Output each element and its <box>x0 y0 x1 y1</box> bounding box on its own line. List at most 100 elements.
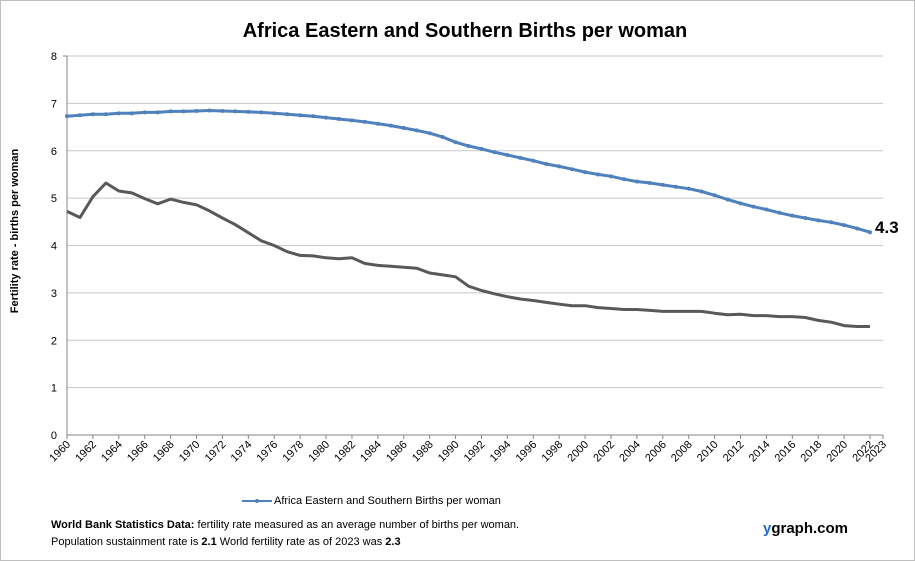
series-point <box>570 167 575 172</box>
world-rate: 2.3 <box>385 536 401 548</box>
series-point <box>816 218 821 223</box>
series-point <box>686 186 691 191</box>
series-point <box>660 182 665 187</box>
series-point <box>829 220 834 225</box>
legend: Africa Eastern and Southern Births per w… <box>242 495 501 507</box>
series-point <box>65 114 69 119</box>
x-tick-label: 1980 <box>306 439 332 465</box>
series-point <box>466 144 471 149</box>
series-point <box>531 158 536 163</box>
footer-note: World Bank Statistics Data: fertility ra… <box>51 517 519 551</box>
x-tick-label: 1996 <box>514 439 540 465</box>
series-point <box>414 128 419 133</box>
y-tick-label: 3 <box>51 288 57 300</box>
sustainment-rate: 2.1 <box>201 536 217 548</box>
series-point <box>181 109 186 114</box>
x-tick-labels: 1960 1962 1964 1966 1968 1970 1972 1974 1976 1978… <box>47 439 889 465</box>
x-tick-label: 2008 <box>669 439 695 465</box>
series-point <box>842 223 847 228</box>
series-point <box>311 114 316 119</box>
x-tick-label: 1992 <box>462 439 488 465</box>
series-point <box>207 108 212 113</box>
series-point <box>427 131 432 136</box>
series-point <box>142 110 147 115</box>
series-point <box>77 113 82 118</box>
series-line-2 <box>66 181 870 328</box>
series-point <box>285 112 290 117</box>
sustainment-prefix: Population sustainment rate is <box>51 536 202 548</box>
brand-y: y <box>763 520 772 537</box>
series-point <box>375 121 380 126</box>
series-point <box>246 109 251 114</box>
gridlines <box>67 55 883 389</box>
chart-title: Africa Eastern and Southern Births per w… <box>242 20 688 42</box>
series-point <box>259 110 264 115</box>
series-point <box>725 197 730 202</box>
x-tick-label: 2016 <box>773 439 799 465</box>
series-point <box>764 207 769 212</box>
series-point <box>634 179 639 184</box>
footer-line-2: Population sustainment rate is 2.1 World… <box>51 534 519 551</box>
legend-label: Africa Eastern and Southern Births per w… <box>274 495 501 507</box>
series-point <box>155 110 160 115</box>
x-tick-label: 1962 <box>73 439 99 465</box>
series-point <box>505 153 510 158</box>
x-tick-label: 1960 <box>47 439 73 465</box>
x-tick-label: 1978 <box>280 439 306 465</box>
series-point <box>362 119 367 124</box>
series-point <box>129 111 134 116</box>
series-point <box>272 111 277 116</box>
y-tick-label: 5 <box>51 193 57 205</box>
series-point <box>583 170 588 175</box>
series-point <box>298 113 303 118</box>
x-tick-label: 1974 <box>229 439 255 465</box>
x-tick-label: 1994 <box>488 439 514 465</box>
y-tick-label: 0 <box>51 430 57 442</box>
x-tick-label: 2006 <box>643 439 669 465</box>
x-tick-label: 2010 <box>695 439 721 465</box>
series-point <box>388 123 393 128</box>
series-point <box>777 210 782 215</box>
y-tick-label: 2 <box>51 335 57 347</box>
series-point <box>609 174 613 179</box>
series-point <box>738 201 743 206</box>
x-tick-label: 1966 <box>125 439 151 465</box>
axes <box>63 55 884 439</box>
series-point <box>479 146 484 151</box>
series-point <box>518 155 523 160</box>
series-lines <box>65 108 873 328</box>
x-tick-label: 2018 <box>799 439 825 465</box>
series-point <box>220 108 225 113</box>
y-tick-label: 6 <box>51 146 57 158</box>
source-label: World Bank Statistics Data: <box>51 519 195 531</box>
series-point <box>324 115 329 120</box>
series-point <box>194 108 199 113</box>
x-tick-label: 1964 <box>99 439 125 465</box>
series-point <box>401 126 406 131</box>
x-tick-label: 2000 <box>565 439 591 465</box>
series-point <box>855 226 860 231</box>
series-point <box>168 109 173 114</box>
source-text: fertility rate measured as an average nu… <box>194 519 520 531</box>
series-point <box>233 109 238 114</box>
x-tick-label: 1988 <box>410 439 436 465</box>
x-tick-label: 1998 <box>540 439 566 465</box>
y-tick-labels: 0 1 2 3 4 5 6 7 8 <box>51 51 57 442</box>
y-tick-label: 1 <box>51 383 57 395</box>
series-point <box>673 184 678 189</box>
series-point <box>803 216 808 221</box>
x-tick-label: 1976 <box>255 439 281 465</box>
series-point <box>544 162 549 167</box>
series-point <box>349 118 354 123</box>
series-point <box>557 164 562 169</box>
x-tick-label: 2002 <box>591 439 617 465</box>
x-tick-label: 1972 <box>203 439 229 465</box>
y-tick-label: 4 <box>51 241 57 253</box>
x-tick-label: 1982 <box>332 439 358 465</box>
series-point <box>116 111 121 116</box>
series-point <box>90 112 95 117</box>
series-point <box>103 112 108 117</box>
world-rate-text: World fertility rate as of 2023 was <box>216 536 386 548</box>
brand-logo[interactable]: ygraph.com <box>763 520 848 537</box>
